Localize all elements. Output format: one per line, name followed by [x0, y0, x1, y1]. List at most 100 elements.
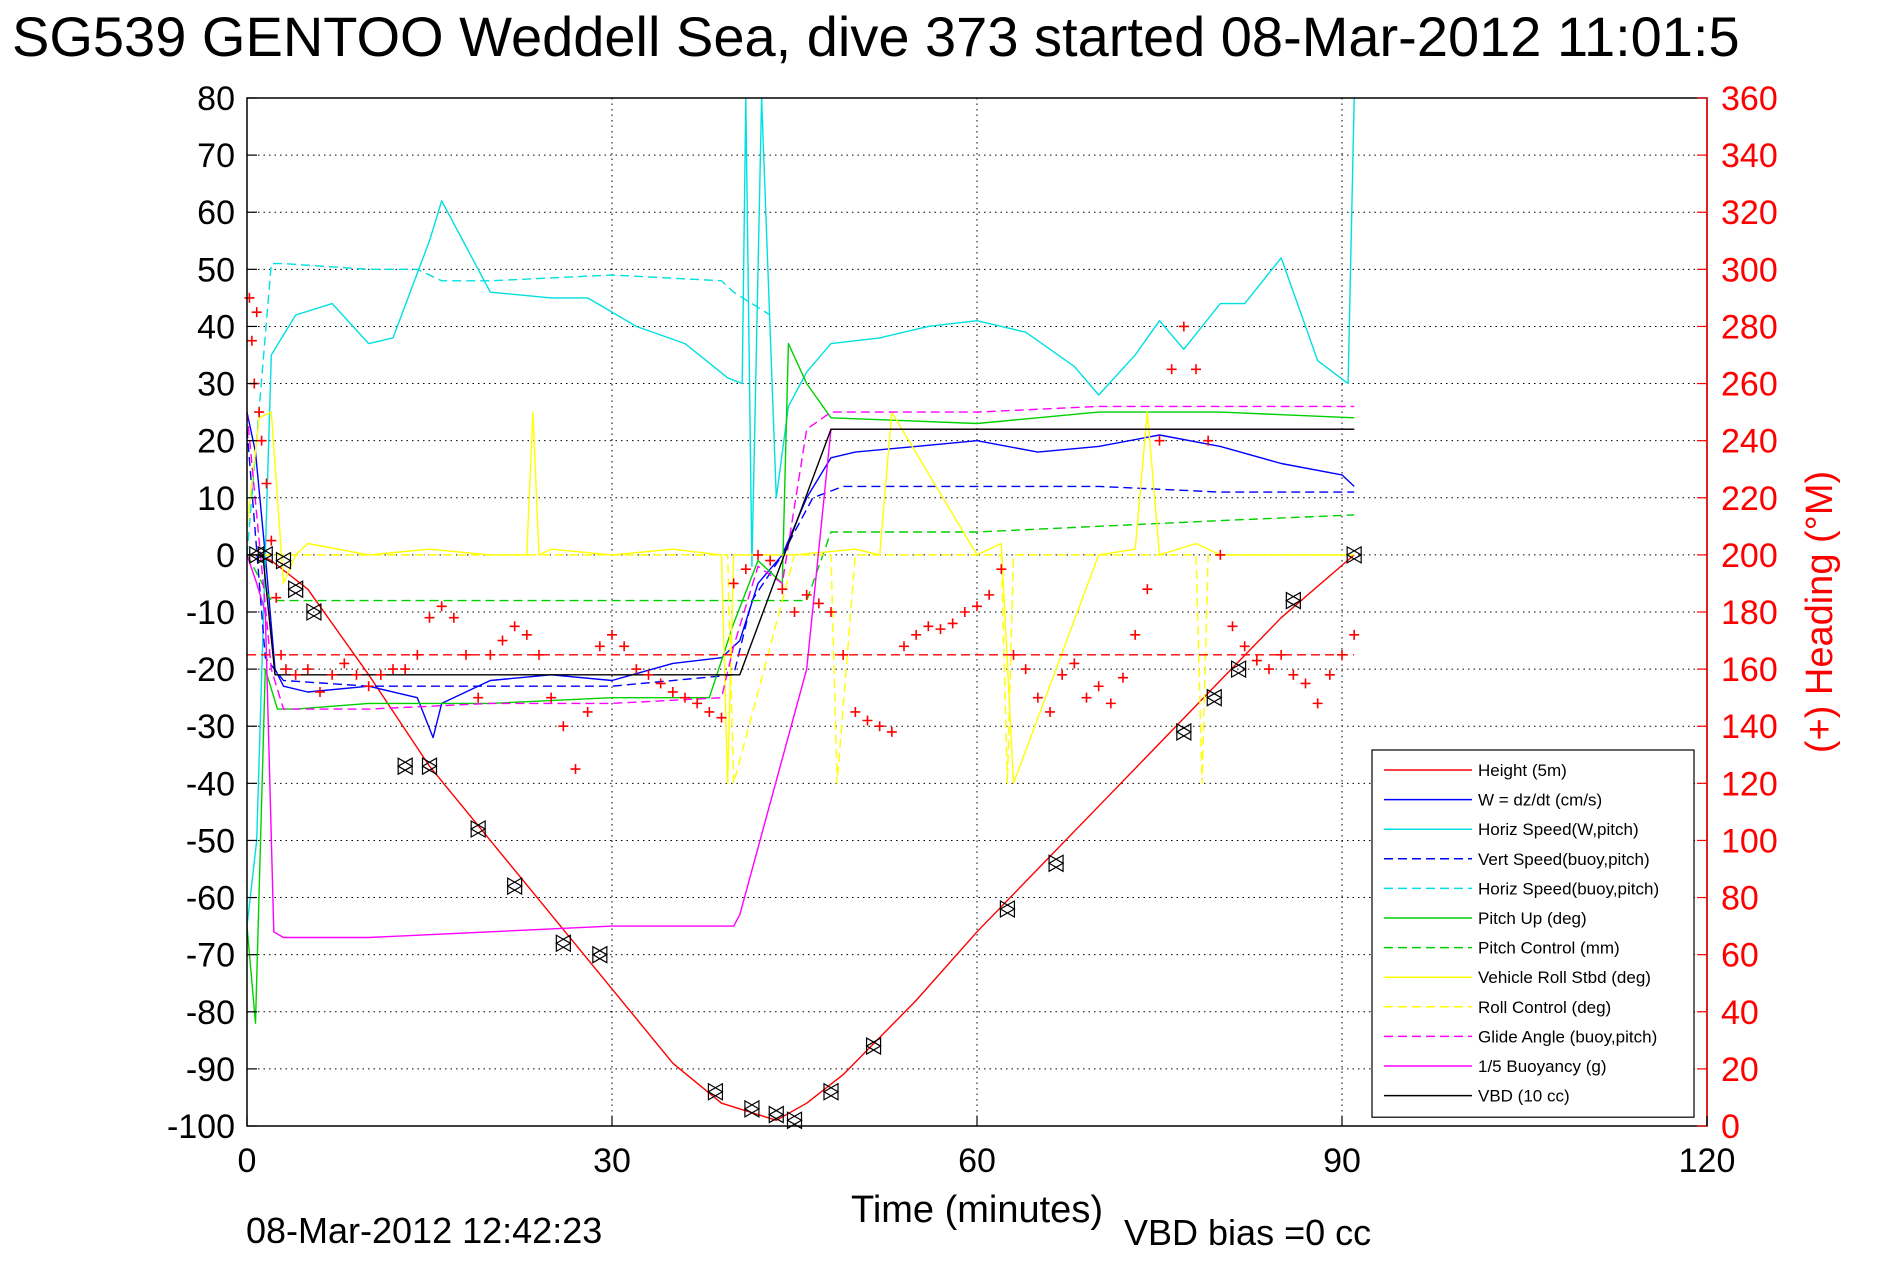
- legend: Height (5m) W = dz/dt (cm/s) Horiz Speed(W…: [1371, 749, 1695, 1118]
- heading-point: [1203, 435, 1214, 446]
- heading-point: [1008, 649, 1019, 660]
- vbd-marker: [287, 580, 304, 599]
- heading-point: [972, 601, 982, 612]
- vbd-marker: [396, 757, 413, 776]
- vbd-marker: [1285, 591, 1302, 610]
- right-tick-label: 120: [1721, 765, 1778, 803]
- heading-point: [1178, 321, 1189, 332]
- heading-point: [521, 629, 532, 640]
- heading-point: [276, 649, 287, 660]
- heading-point: [244, 292, 255, 303]
- heading-point: [1045, 706, 1055, 717]
- right-tick-label: 280: [1721, 308, 1778, 346]
- vbd-marker: [257, 545, 273, 564]
- y-tick-label: -40: [186, 765, 235, 803]
- series-line-7: [246, 514, 1355, 602]
- series-line-1: [247, 554, 1355, 1122]
- vbd-marker: [1175, 722, 1192, 741]
- heading-point: [959, 607, 970, 617]
- heading-point: [777, 584, 788, 595]
- heading-point: [327, 669, 338, 680]
- heading-point: [1118, 672, 1128, 683]
- heading-point: [485, 649, 496, 660]
- heading-point: [704, 706, 715, 717]
- y-tick-label: 40: [197, 308, 235, 346]
- y-tick-label: -100: [167, 1108, 235, 1146]
- legend-box: [1371, 749, 1695, 1118]
- heading-point: [461, 649, 471, 660]
- heading-point: [448, 612, 459, 623]
- legend-entry-label: Vehicle Roll Stbd (deg): [1478, 968, 1651, 987]
- right-axis-label: (+) Heading (°M): [1799, 471, 1841, 753]
- y-tick-label: 70: [197, 137, 235, 175]
- heading-point: [753, 549, 763, 560]
- x-axis-label: Time (minutes): [851, 1189, 1103, 1231]
- x-tick-label: 90: [1323, 1142, 1361, 1180]
- heading-point: [1142, 584, 1153, 595]
- heading-point: [826, 607, 836, 617]
- heading-point: [400, 664, 411, 675]
- y-tick-label: -90: [186, 1051, 235, 1089]
- series-line-5: [246, 262, 771, 555]
- vbd-marker: [1285, 591, 1301, 610]
- y-tick-label: -20: [186, 651, 235, 689]
- heading-point: [509, 621, 520, 632]
- series-lines: [246, 97, 1355, 1122]
- y-tick-label: -70: [186, 937, 235, 975]
- heading-point: [899, 641, 909, 652]
- heading-point: [1337, 649, 1347, 660]
- heading-point: [850, 706, 861, 717]
- heading-point: [271, 592, 282, 603]
- heading-point: [874, 721, 885, 732]
- vbd-marker: [555, 934, 571, 953]
- heading-point: [534, 649, 544, 660]
- right-tick-label: 0: [1721, 1108, 1740, 1146]
- footer-vbd-bias: VBD bias =0 cc: [1124, 1212, 1371, 1253]
- vbd-marker: [865, 1037, 882, 1056]
- right-tick-label: 300: [1721, 251, 1778, 289]
- y-tick-label: 80: [197, 80, 235, 118]
- right-tick-label: 60: [1721, 937, 1759, 975]
- right-tick-label: 160: [1721, 651, 1778, 689]
- heading-point: [667, 686, 678, 697]
- heading-point: [1239, 641, 1250, 652]
- heading-point: [1191, 364, 1201, 375]
- right-tick-label: 200: [1721, 537, 1778, 575]
- heading-point: [351, 669, 362, 680]
- x-tick-label: 30: [593, 1142, 631, 1180]
- heading-point: [801, 589, 812, 600]
- x-tick-label: 60: [958, 1142, 996, 1180]
- heading-point: [1166, 364, 1177, 375]
- heading-point: [1276, 649, 1287, 660]
- heading-point: [838, 649, 849, 660]
- series-line-10: [246, 405, 1355, 710]
- heading-point: [1227, 621, 1238, 632]
- heading-point: [315, 686, 325, 697]
- heading-point: [256, 435, 267, 446]
- right-tick-label: 40: [1721, 994, 1759, 1032]
- footer-timestamp: 08-Mar-2012 12:42:23: [246, 1210, 602, 1251]
- heading-point: [947, 618, 958, 629]
- heading-point: [1215, 549, 1226, 560]
- heading-point: [594, 641, 605, 652]
- right-tick-label: 20: [1721, 1051, 1759, 1089]
- heading-point: [412, 649, 423, 660]
- heading-point: [680, 692, 690, 703]
- heading-point: [984, 589, 995, 600]
- heading-point: [1312, 698, 1323, 709]
- vbd-marker: [999, 899, 1016, 919]
- heading-point: [765, 555, 776, 566]
- legend-entry-label: Glide Angle (buoy,pitch): [1478, 1027, 1657, 1046]
- heading-point: [1105, 698, 1116, 709]
- heading-point: [302, 664, 313, 675]
- right-tick-label: 140: [1721, 708, 1778, 746]
- heading-point: [388, 664, 398, 675]
- heading-point: [1300, 678, 1311, 689]
- vbd-marker: [865, 1037, 882, 1056]
- vbd-marker: [275, 551, 292, 570]
- heading-point: [1020, 664, 1031, 675]
- y-tick-label: 60: [197, 194, 235, 232]
- heading-point: [1154, 435, 1165, 446]
- heading-point: [1069, 658, 1080, 669]
